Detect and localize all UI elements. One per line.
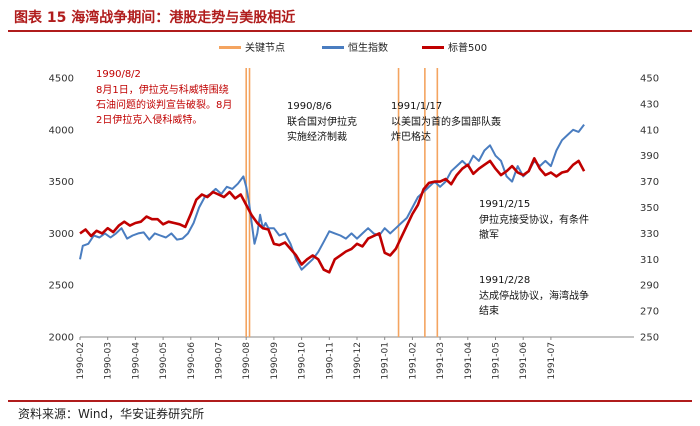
y-right-tick-270: 270 [640, 307, 659, 318]
legend-swatch-key-dates [219, 46, 241, 49]
y-axis-right: 250 270 290 310 330 350 370 390 410 430 450 [640, 74, 659, 344]
y-right-tick-350: 350 [640, 203, 659, 214]
annotation-jan17: 1991/1/17 以美国为首的多国部队轰 炸巴格达 [391, 101, 501, 143]
x-tick-label-1990-10: 1990-10 [298, 342, 308, 380]
footer-bar: 资料来源：Wind，华安证券研究所 [8, 400, 692, 424]
x-tick-label-1990-07: 1990-07 [215, 342, 225, 380]
legend-label-hsi: 恒生指数 [348, 41, 388, 54]
x-tick-label-1991-06: 1991-06 [519, 342, 529, 380]
x-tick-label-1991-04: 1991-04 [464, 342, 474, 380]
x-tick-label-1990-05: 1990-05 [159, 342, 169, 380]
legend-label-sp500: 标普500 [448, 41, 487, 54]
y-left-tick-4000: 4000 [49, 125, 74, 136]
y-right-tick-290: 290 [640, 281, 659, 292]
annotation-aug6-line-3: 实施经济制裁 [287, 130, 347, 143]
y-right-tick-450: 450 [640, 74, 659, 85]
annotation-feb15-line-2: 伊拉克接受协议，有条件 [479, 213, 589, 226]
annotation-feb15-line-1: 1991/2/15 [479, 199, 530, 210]
x-tick-label-1990-11: 1990-11 [325, 342, 335, 380]
y-left-tick-3500: 3500 [49, 177, 74, 188]
y-left-tick-2500: 2500 [49, 281, 74, 292]
annotation-aug2-line-1: 1990/8/2 [96, 69, 141, 80]
annotation-feb28-line-3: 结束 [479, 304, 499, 317]
annotation-aug2-line-3: 石油问题的谈判宣告破裂。8月 [96, 98, 232, 111]
y-right-tick-250: 250 [640, 333, 659, 344]
annotation-jan17-line-2: 以美国为首的多国部队轰 [391, 115, 501, 128]
x-tick-label-1990-06: 1990-06 [187, 342, 197, 380]
y-right-tick-310: 310 [640, 255, 659, 266]
x-tick-label-1990-12: 1990-12 [353, 342, 363, 380]
y-axis-left: 2000 2500 3000 3500 4000 4500 [49, 74, 74, 344]
source-note: 资料来源：Wind，华安证券研究所 [18, 407, 205, 421]
x-tick-label-1991-03: 1991-03 [436, 342, 446, 380]
annotation-aug6: 1990/8/6 联合国对伊拉克 实施经济制裁 [287, 101, 357, 143]
x-tick-label-1990-03: 1990-03 [104, 342, 114, 380]
annotation-jan17-line-3: 炸巴格达 [391, 130, 431, 143]
y-right-tick-410: 410 [640, 125, 659, 136]
x-tick-label-1990-08: 1990-08 [242, 342, 252, 380]
legend-label-key-dates: 关键节点 [245, 41, 285, 54]
annotation-jan17-line-1: 1991/1/17 [391, 101, 442, 112]
legend-item-hsi: 恒生指数 [322, 41, 388, 54]
series-line-hsi [79, 123, 585, 271]
x-axis: 1990-02 1990-03 1990-04 1990-05 1990-06 1990-… [76, 337, 557, 380]
y-left-tick-3000: 3000 [49, 229, 74, 240]
title-bar: 图表 15 海湾战争期间：港股走势与美股相近 [8, 4, 692, 32]
x-tick-label-1991-01: 1991-01 [381, 342, 391, 380]
y-right-tick-330: 330 [640, 229, 659, 240]
annotation-feb28-line-1: 1991/2/28 [479, 275, 530, 286]
annotation-feb15: 1991/2/15 伊拉克接受协议，有条件 撤军 [479, 199, 589, 241]
annotation-aug6-line-1: 1990/8/6 [287, 101, 332, 112]
annotation-aug2-line-4: 2日伊拉克入侵科威特。 [96, 113, 202, 126]
chart-title: 图表 15 海湾战争期间：港股走势与美股相近 [14, 10, 296, 26]
series-lines [79, 123, 586, 274]
y-right-tick-370: 370 [640, 177, 659, 188]
x-tick-label-1990-09: 1990-09 [270, 342, 280, 380]
y-right-tick-430: 430 [640, 99, 659, 110]
x-tick-label-1991-07: 1991-07 [547, 342, 557, 380]
x-tick-label-1991-05: 1991-05 [492, 342, 502, 380]
x-tick-label-1990-02: 1990-02 [76, 342, 86, 380]
x-tick-label-1991-02: 1991-02 [408, 342, 418, 380]
legend: 关键节点 恒生指数 标普500 [219, 41, 487, 54]
annotation-feb28-line-2: 达成停战协议，海湾战争 [479, 289, 589, 302]
legend-item-sp500: 标普500 [422, 41, 487, 54]
series-line-sp500 [79, 157, 586, 274]
y-right-tick-390: 390 [640, 151, 659, 162]
y-left-tick-2000: 2000 [49, 333, 74, 344]
annotation-aug6-line-2: 联合国对伊拉克 [287, 115, 357, 128]
annotation-aug2: 1990/8/2 8月1日，伊拉克与科威特围绕 石油问题的谈判宣告破裂。8月 2… [96, 69, 232, 126]
x-tick-label-1990-04: 1990-04 [131, 342, 141, 380]
annotation-feb28: 1991/2/28 达成停战协议，海湾战争 结束 [479, 275, 589, 317]
legend-item-key-dates: 关键节点 [219, 41, 285, 54]
annotation-aug2-line-2: 8月1日，伊拉克与科威特围绕 [96, 83, 229, 96]
annotation-feb15-line-3: 撤军 [479, 228, 499, 241]
y-left-tick-4500: 4500 [49, 74, 74, 85]
